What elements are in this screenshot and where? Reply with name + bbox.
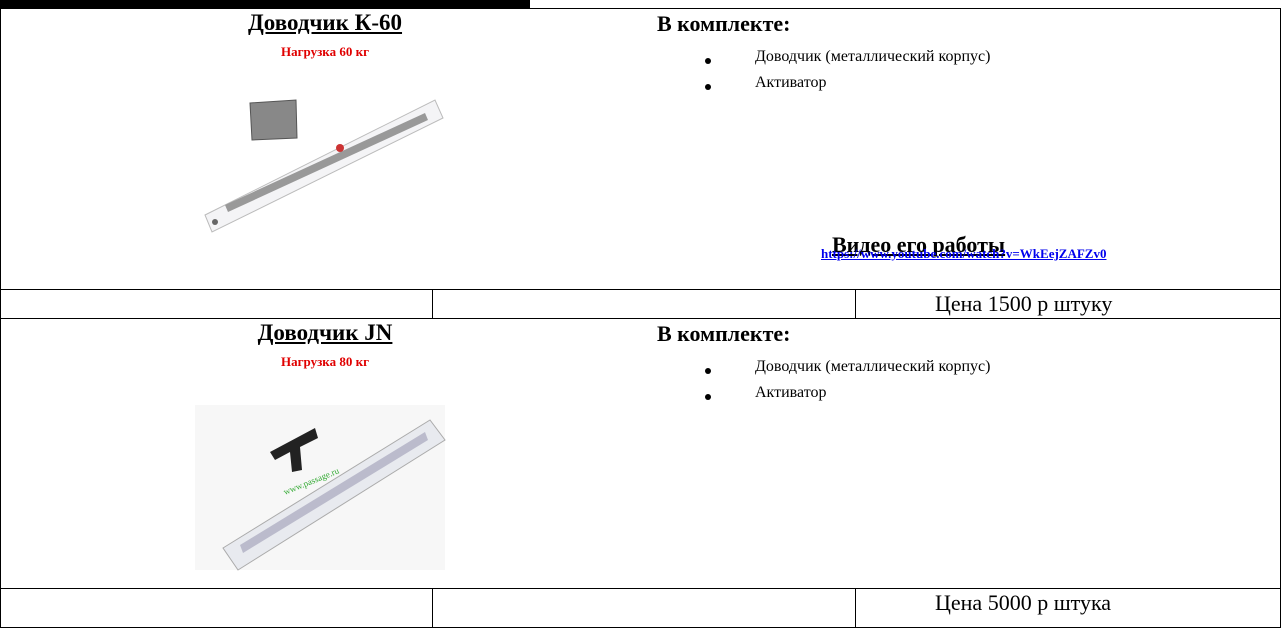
- bullet: [705, 394, 711, 400]
- product-title: Доводчик JN: [257, 320, 393, 345]
- kit-heading: В комплекте:: [657, 321, 791, 346]
- kit-item: Активатор: [755, 384, 827, 401]
- bullet: [705, 84, 711, 90]
- price: Цена 5000 р штука: [935, 590, 1112, 615]
- kit-item: Активатор: [755, 74, 827, 91]
- kit-item: Доводчик (металлический корпус): [755, 48, 991, 65]
- closer-image-1: [204, 99, 444, 233]
- bullet: [705, 368, 711, 374]
- kit-item: Доводчик (металлический корпус): [755, 358, 991, 375]
- closer-image-2: www.passage.ru: [195, 405, 446, 571]
- kit-heading: В комплекте:: [657, 11, 791, 36]
- product-title: Доводчик К-60: [247, 10, 403, 35]
- price: Цена 1500 р штуку: [935, 291, 1113, 316]
- product-load: Нагрузка 80 кг: [281, 354, 369, 369]
- bullet: [705, 58, 711, 64]
- video-link[interactable]: https://www.youtube.com/watch?v=WkEejZAF…: [821, 246, 1107, 261]
- top-bar: [0, 0, 530, 8]
- product-load: Нагрузка 60 кг: [281, 44, 369, 59]
- video-heading: Видео его работы: [832, 232, 1006, 257]
